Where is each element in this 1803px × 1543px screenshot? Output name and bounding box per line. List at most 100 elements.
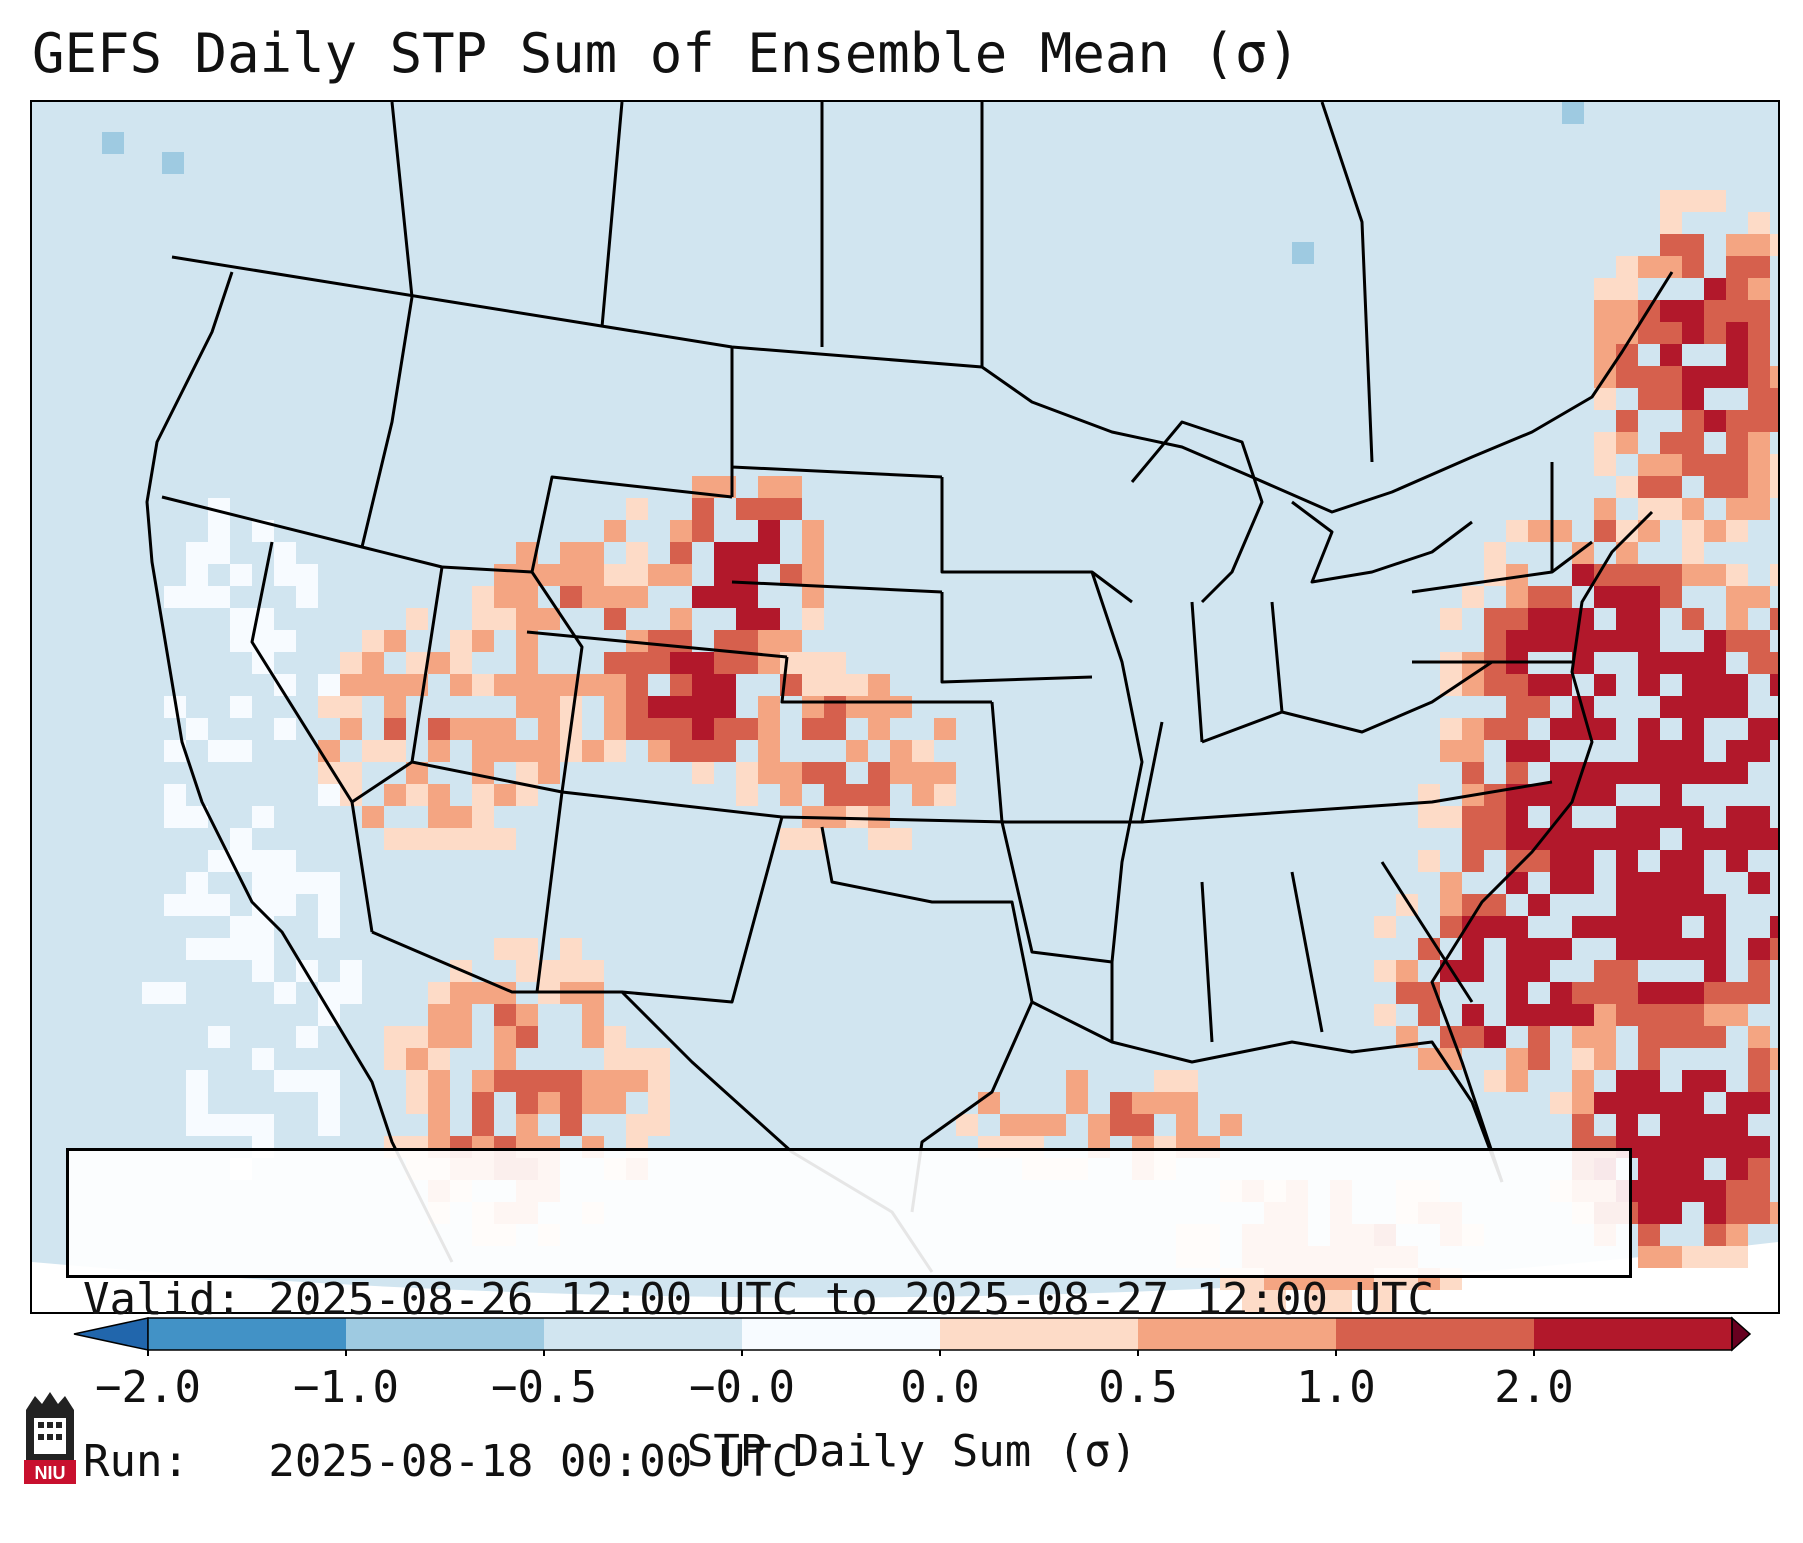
anomaly-cell — [824, 652, 846, 674]
anomaly-cell — [1506, 740, 1528, 762]
washington-oregon — [161, 495, 363, 549]
anomaly-cell — [1594, 630, 1616, 652]
anomaly-cell — [736, 586, 758, 608]
anomaly-cell — [428, 652, 450, 674]
anomaly-cell — [846, 806, 868, 828]
anomaly-cell — [1506, 1048, 1528, 1070]
anomaly-cell — [1572, 1048, 1594, 1070]
anomaly-cell — [758, 740, 780, 762]
anomaly-cell — [472, 1114, 494, 1136]
anomaly-cell — [274, 718, 296, 740]
anomaly-cell — [582, 586, 604, 608]
colorbar-segment-5 — [1138, 1318, 1337, 1350]
anomaly-cell — [494, 586, 516, 608]
anomaly-cell — [1704, 1202, 1726, 1224]
anomaly-cell — [318, 916, 340, 938]
anomaly-cell — [1638, 1048, 1660, 1070]
pacific-coast — [145, 271, 454, 1263]
anomaly-cell — [1660, 894, 1682, 916]
anomaly-cell — [1704, 1224, 1726, 1246]
anomaly-cell — [1704, 1004, 1726, 1026]
anomaly-cell — [1572, 1070, 1594, 1092]
anomaly-cell — [560, 938, 582, 960]
anomaly-cell — [1704, 960, 1726, 982]
anomaly-cell — [802, 520, 824, 542]
anomaly-cell — [1550, 784, 1572, 806]
anomaly-cell — [670, 696, 692, 718]
anomaly-cell — [252, 1114, 274, 1136]
anomaly-cell — [1660, 1180, 1682, 1202]
anomaly-cell — [1506, 674, 1528, 696]
anomaly-cell — [428, 828, 450, 850]
anomaly-cell — [1176, 1070, 1198, 1092]
anomaly-cell — [186, 1070, 208, 1092]
anomaly-cell — [516, 674, 538, 696]
anomaly-cell — [1616, 828, 1638, 850]
anomaly-cell — [1528, 938, 1550, 960]
anomaly-cell — [1726, 630, 1748, 652]
anomaly-cell — [1418, 1004, 1440, 1026]
anomaly-cell — [1528, 1048, 1550, 1070]
anomaly-cell — [604, 1048, 626, 1070]
anomaly-cell — [692, 652, 714, 674]
anomaly-cell — [1616, 1070, 1638, 1092]
anomaly-cell — [340, 982, 362, 1004]
anomaly-cell — [296, 564, 318, 586]
anomaly-cell — [1682, 410, 1704, 432]
anomaly-cell — [1704, 476, 1726, 498]
anomaly-cell — [1462, 718, 1484, 740]
anomaly-cell — [1660, 212, 1682, 234]
anomaly-cell — [1726, 564, 1748, 586]
anomaly-cell — [626, 564, 648, 586]
anomaly-cell — [1308, 1290, 1330, 1312]
anomaly-cell — [1594, 586, 1616, 608]
anomaly-cell — [274, 1070, 296, 1092]
anomaly-cell — [560, 564, 582, 586]
anomaly-cell — [164, 894, 186, 916]
anomaly-cell — [538, 740, 560, 762]
anomaly-cell — [516, 586, 538, 608]
anomaly-cell — [1704, 1070, 1726, 1092]
anomaly-cell — [1704, 410, 1726, 432]
utah-arizona — [411, 760, 563, 794]
anomaly-cell — [1462, 828, 1484, 850]
anomaly-cell — [1066, 1092, 1088, 1114]
anomaly-cell — [1682, 718, 1704, 740]
anomaly-cell — [758, 762, 780, 784]
anomaly-cell — [274, 982, 296, 1004]
anomaly-cell — [604, 520, 626, 542]
anomaly-cell — [868, 784, 890, 806]
anomaly-cell — [186, 872, 208, 894]
anomaly-cell — [560, 1070, 582, 1092]
anomaly-cell — [318, 982, 340, 1004]
anomaly-cell — [604, 696, 626, 718]
anomaly-cell — [1638, 1004, 1660, 1026]
anomaly-cell — [494, 608, 516, 630]
anomaly-cell — [846, 740, 868, 762]
anomaly-cell — [1638, 938, 1660, 960]
anomaly-cell — [428, 1048, 450, 1070]
anomaly-cell — [1440, 872, 1462, 894]
colorado-newmexico — [561, 790, 783, 819]
anomaly-cell — [802, 608, 824, 630]
anomaly-cell — [1748, 256, 1770, 278]
anomaly-cell — [1616, 520, 1638, 542]
anomaly-cell — [1638, 586, 1660, 608]
colorbar-tick-label: 0.0 — [900, 1362, 980, 1413]
anomaly-cell — [1682, 256, 1704, 278]
anomaly-cell — [516, 696, 538, 718]
anomaly-cell — [802, 828, 824, 850]
anomaly-cell — [1660, 454, 1682, 476]
anomaly-cell — [516, 1114, 538, 1136]
anomaly-cell — [1726, 1224, 1748, 1246]
anomaly-cell — [318, 1114, 340, 1136]
anomaly-cell — [1594, 674, 1616, 696]
anomaly-cell — [340, 696, 362, 718]
anomaly-cell — [1682, 1070, 1704, 1092]
anomaly-cell — [230, 850, 252, 872]
anomaly-cell — [1682, 190, 1704, 212]
anomaly-cell — [626, 1114, 648, 1136]
anomaly-cell — [1682, 894, 1704, 916]
anomaly-cell — [1726, 410, 1748, 432]
anomaly-cell — [1682, 1158, 1704, 1180]
